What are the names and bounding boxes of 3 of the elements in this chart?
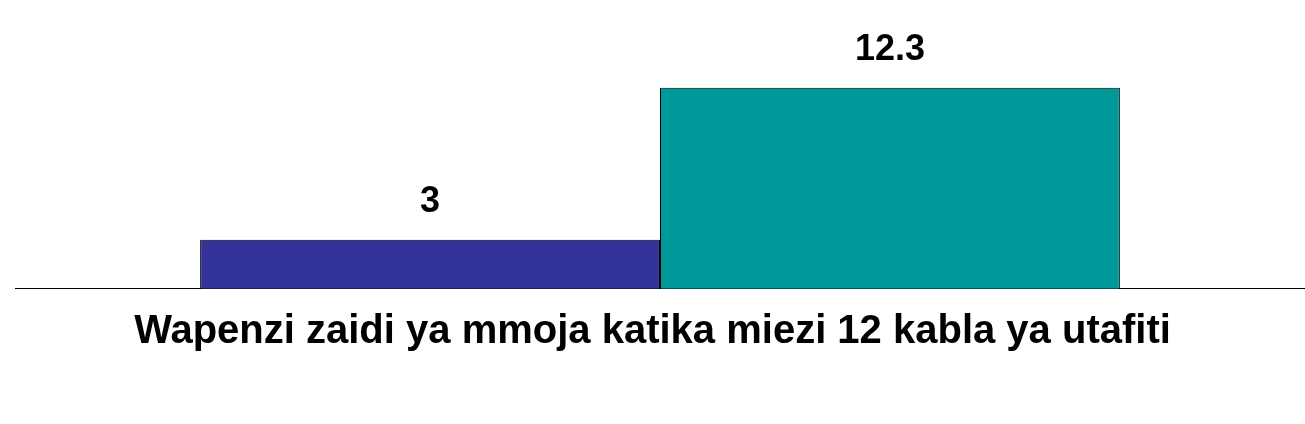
data-label: 3 [420,178,441,220]
x-axis-title: Wapenzi zaidi ya mmoja katika miezi 12 kabla ya utafiti [133,306,1172,353]
data-label: 12.3 [854,26,925,68]
